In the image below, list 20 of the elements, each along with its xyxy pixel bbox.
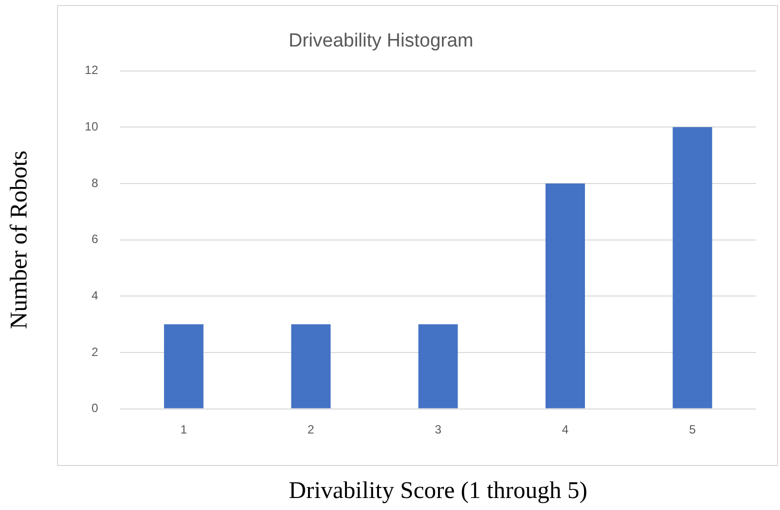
- bar: [291, 324, 331, 408]
- bar: [418, 324, 458, 408]
- y-tick-label: 10: [84, 119, 98, 134]
- x-axis-title: Drivability Score (1 through 5): [288, 478, 588, 504]
- y-tick-label: 4: [91, 288, 98, 302]
- x-tick-label: 5: [689, 422, 696, 436]
- y-tick-label: 0: [91, 401, 98, 416]
- y-tick-label: 12: [84, 63, 98, 78]
- bar: [672, 127, 712, 408]
- x-tick-label: 1: [180, 422, 188, 436]
- bar: [164, 324, 204, 408]
- x-tick-label: 3: [434, 422, 442, 436]
- x-tick-label: 2: [308, 422, 315, 436]
- bar: [546, 183, 585, 408]
- y-tick-label: 2: [91, 344, 98, 359]
- y-tick-label: 8: [91, 176, 98, 190]
- y-tick-label: 6: [91, 232, 98, 246]
- x-tick-label: 4: [562, 422, 569, 436]
- chart-title: Driveability Histogram: [288, 30, 474, 52]
- y-axis-title: Number of Robots: [6, 150, 33, 330]
